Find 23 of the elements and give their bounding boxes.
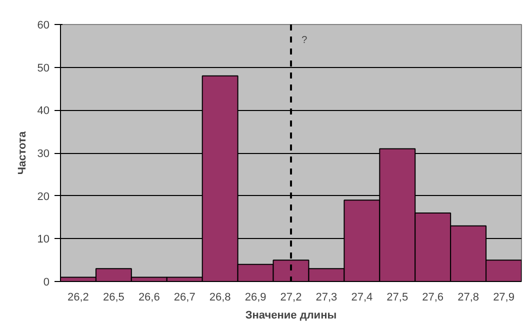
x-tick-label: 27,4 bbox=[351, 292, 373, 304]
x-tick-label: 27,6 bbox=[422, 292, 444, 304]
x-tick-label: 27,8 bbox=[458, 292, 480, 304]
y-tick-label: 40 bbox=[37, 105, 50, 118]
x-axis-title: Значение длины bbox=[245, 310, 337, 322]
x-tick-label: 27,2 bbox=[280, 292, 302, 304]
ref-line-label: ? bbox=[302, 34, 308, 46]
x-tick-label: 26,5 bbox=[102, 292, 124, 304]
y-tick-label: 30 bbox=[37, 148, 50, 160]
y-axis-title: Частота bbox=[16, 130, 28, 175]
x-tick-label: 26,2 bbox=[68, 292, 89, 304]
x-tick-label: 27,3 bbox=[316, 292, 338, 304]
x-tick-label: 27,5 bbox=[386, 292, 408, 304]
x-tick-label: 26,7 bbox=[174, 292, 196, 304]
y-tick-label: 20 bbox=[37, 190, 50, 203]
x-tick-label: 27,9 bbox=[493, 292, 514, 304]
y-tick-label: 10 bbox=[37, 234, 50, 246]
x-tick-label: 26,9 bbox=[244, 292, 266, 304]
y-tick-label: 60 bbox=[37, 20, 50, 32]
y-tick-label: 50 bbox=[37, 62, 50, 74]
x-tick-label: 26,8 bbox=[209, 292, 231, 304]
x-tick-label: 26,6 bbox=[138, 292, 160, 304]
y-tick-label: 0 bbox=[43, 276, 50, 288]
